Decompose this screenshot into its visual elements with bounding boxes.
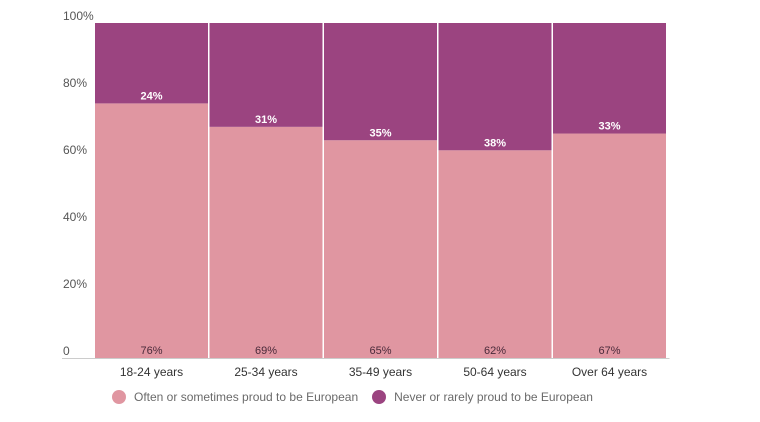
legend-item-proud[interactable]: Often or sometimes proud to be European [112,390,358,404]
bar-segment-proud[interactable] [95,103,208,359]
bars: 76% 24% 69% 31% 65% 35% 62% 38% 67% 33% [95,23,666,359]
bar-segment-proud[interactable] [324,140,437,358]
data-label: 31% [255,114,277,126]
x-tick-label: Over 64 years [572,365,647,379]
data-label: 65% [369,345,391,357]
legend-swatch-icon [372,390,387,404]
y-tick-label: 0 [63,344,70,358]
bar-segment-not-proud[interactable] [209,23,323,127]
legend: Often or sometimes proud to be European … [112,390,593,404]
bar-segment-proud[interactable] [438,150,552,358]
x-tick-label: 18-24 years [120,365,183,379]
y-tick-label: 40% [63,210,87,224]
legend-label: Never or rarely proud to be European [394,390,593,404]
x-tick-label: 35-49 years [349,365,412,379]
bar-segment-not-proud[interactable] [438,23,552,151]
x-tick-label: 25-34 years [234,365,297,379]
y-tick-label: 60% [63,143,87,157]
x-axis: 18-24 years 25-34 years 35-49 years 50-64 y… [120,365,647,379]
data-label: 35% [369,127,391,139]
y-tick-label: 80% [63,76,87,90]
y-tick-label: 20% [63,277,87,291]
data-label: 24% [140,90,162,102]
bar-segment-not-proud[interactable] [95,23,208,104]
bar-segment-not-proud[interactable] [553,23,666,134]
x-tick-label: 50-64 years [463,365,526,379]
data-label: 62% [484,345,506,357]
data-label: 33% [598,121,620,133]
bar-segment-not-proud[interactable] [324,23,437,141]
y-tick-label: 100% [63,9,94,23]
y-axis: 0 20% 40% 60% 80% 100% [63,9,94,358]
legend-label: Often or sometimes proud to be European [134,390,359,404]
data-label: 38% [484,137,506,149]
bar-segment-proud[interactable] [553,133,666,358]
data-label: 67% [598,345,620,357]
bar-segment-proud[interactable] [209,126,323,358]
legend-swatch-icon [112,390,126,404]
legend-item-not-proud[interactable]: Never or rarely proud to be European [372,390,593,404]
data-label: 76% [140,345,162,357]
data-label: 69% [255,345,277,357]
